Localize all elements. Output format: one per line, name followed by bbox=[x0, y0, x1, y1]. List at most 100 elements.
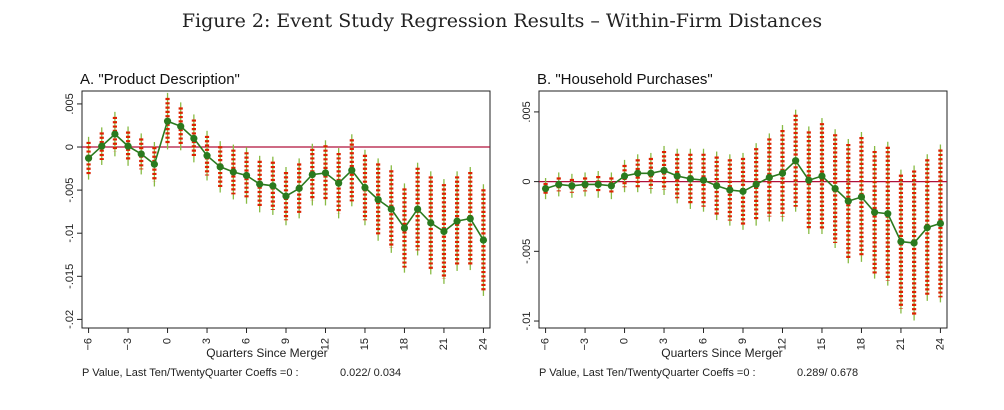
panel-b-point bbox=[634, 169, 642, 177]
panel-b-point bbox=[910, 239, 918, 247]
panel-b-point bbox=[555, 180, 563, 189]
panel-a-point bbox=[387, 205, 395, 213]
figure-title: Figure 2: Event Study Regression Results… bbox=[181, 10, 823, 32]
panel-a-x-tick-label: 0 bbox=[161, 338, 173, 344]
panel-a-x-tick-label: 15 bbox=[359, 338, 371, 350]
panel-a-point bbox=[335, 179, 343, 187]
panel-b-point bbox=[831, 184, 839, 193]
panel-b-x-tick-label: −3 bbox=[579, 338, 591, 351]
panel-a-point bbox=[400, 224, 409, 232]
panel-a-x-tick-label: 24 bbox=[477, 338, 489, 350]
panel-a-x-axis-label: Quarters Since Merger bbox=[206, 346, 327, 360]
panel-a-x-tick-label: −6 bbox=[82, 338, 94, 351]
panel-b-x-axis-label: Quarters Since Merger bbox=[661, 346, 782, 360]
panel-a-point bbox=[427, 219, 435, 227]
panel-b-point bbox=[739, 187, 747, 195]
panel-b-point bbox=[673, 172, 681, 180]
panel-a-x-tick-label: 9 bbox=[280, 338, 292, 344]
panel-a-y-tick-label: .005 bbox=[64, 93, 76, 114]
panel-a-point bbox=[190, 134, 198, 142]
panel-b-point bbox=[765, 173, 773, 182]
panel-a-point bbox=[137, 150, 145, 158]
panel-a-point bbox=[361, 183, 369, 192]
panel-b-pvalue-values: 0.289/ 0.678 bbox=[797, 367, 858, 379]
panel-b-x-tick-label: −6 bbox=[539, 338, 551, 351]
panel-a-point bbox=[453, 217, 461, 225]
panel-a-pvalue-values: 0.022/ 0.034 bbox=[340, 367, 401, 379]
panel-b-y-tick-label: 0 bbox=[521, 179, 533, 185]
panel-a-point bbox=[111, 130, 119, 138]
panel-a-point bbox=[177, 122, 185, 130]
panel-a-point bbox=[256, 180, 264, 188]
panel-a-title: A. "Product Description" bbox=[80, 71, 240, 88]
panel-a-point bbox=[98, 142, 106, 150]
panel-b-point bbox=[936, 219, 945, 228]
panel-b-x-tick-label: 9 bbox=[737, 338, 749, 344]
panel-b-x-tick-label: 21 bbox=[895, 338, 907, 350]
panel-b-y-tick-label: -.01 bbox=[521, 312, 533, 331]
panel-b-pvalue-label: P Value, Last Ten/TwentyQuarter Coeffs =… bbox=[539, 367, 756, 379]
panel-a-point bbox=[229, 168, 237, 176]
panel-a-y-tick-label: 0 bbox=[64, 144, 76, 150]
panel-b-point bbox=[699, 176, 708, 184]
panel-a-point bbox=[163, 117, 172, 125]
panel-a-x-tick-label: 18 bbox=[398, 338, 410, 350]
panel-a-x-tick-label: 21 bbox=[438, 338, 450, 350]
panel-b-point bbox=[726, 186, 734, 194]
panel-b-point bbox=[818, 172, 826, 180]
panel-b-point bbox=[686, 175, 694, 183]
panel-a-point bbox=[479, 236, 488, 244]
panel-b-point bbox=[607, 182, 615, 190]
panel-a-plot-area: .005 0 -.005 -.01 -.015 -.02 −6 −3 0 3 6 9 12 15 18 21 2… bbox=[64, 90, 491, 351]
panel-b-plot-area: .005 0 -.005 -.01 −6 −3 0 3 6 9 12 15 18 21 24 bbox=[521, 90, 948, 351]
panel-b-x-tick-label: 24 bbox=[934, 338, 946, 350]
panel-a-point bbox=[124, 142, 132, 150]
panel-a-point bbox=[348, 166, 356, 174]
panel-a-y-tick-label: -.005 bbox=[64, 178, 76, 203]
panel-a-x-tick-label: 6 bbox=[240, 338, 252, 344]
panel-b-point bbox=[541, 184, 550, 193]
panel-a-point bbox=[466, 214, 474, 223]
panel-a-point bbox=[308, 170, 316, 179]
panel-b-point bbox=[713, 182, 721, 190]
panel-a-point bbox=[242, 171, 251, 180]
panel-b-x-tick-label: 3 bbox=[658, 338, 670, 344]
panel-b-x-tick-label: 15 bbox=[816, 338, 828, 350]
panel-a-point bbox=[150, 160, 158, 168]
panel-b-point bbox=[581, 180, 589, 189]
panel-a-point bbox=[282, 192, 290, 200]
panel-a-point bbox=[440, 227, 448, 236]
panel-a-x-tick-label: −3 bbox=[122, 338, 134, 351]
panel-b-y-tick-label: .005 bbox=[521, 101, 533, 122]
panel-b-point bbox=[884, 210, 892, 218]
panel-b-point bbox=[594, 180, 602, 189]
panel-b-point bbox=[792, 157, 800, 165]
panel-b-point bbox=[568, 182, 576, 190]
panel-b-chart: B. "Household Purchases" .0050-.005-.01−… bbox=[521, 71, 948, 379]
panel-b-point bbox=[923, 224, 931, 232]
panel-b-point bbox=[752, 180, 760, 189]
panel-b-x-tick-label: 12 bbox=[776, 338, 788, 350]
panel-b-point bbox=[660, 166, 668, 175]
panel-a-point bbox=[269, 182, 277, 190]
panel-b-x-tick-label: 18 bbox=[855, 338, 867, 350]
panel-a-point bbox=[321, 169, 330, 177]
panel-b-point bbox=[857, 193, 866, 201]
panel-a-x-tick-label: 12 bbox=[319, 338, 331, 350]
panel-b-y-tick-label: -.005 bbox=[521, 239, 533, 264]
panel-b-x-tick-label: 0 bbox=[618, 338, 630, 344]
panel-a-chart: A. "Product Description" .005 0 -.005 -.01 -… bbox=[64, 71, 491, 379]
panel-b-point bbox=[844, 197, 852, 205]
panel-b-point bbox=[897, 237, 905, 246]
panel-a-point bbox=[203, 152, 211, 160]
panel-a-point bbox=[216, 163, 224, 171]
panel-a-point bbox=[84, 154, 93, 162]
panel-b-point bbox=[647, 169, 655, 177]
panel-a-point bbox=[414, 205, 422, 213]
panel-a-y-tick-label: -.015 bbox=[64, 264, 76, 289]
panel-a-y-tick-label: -.01 bbox=[64, 224, 76, 243]
panel-b-title: B. "Household Purchases" bbox=[537, 71, 713, 88]
panel-b-point bbox=[805, 176, 813, 184]
panel-a-point bbox=[295, 184, 303, 192]
panel-b-x-tick-label: 6 bbox=[697, 338, 709, 344]
